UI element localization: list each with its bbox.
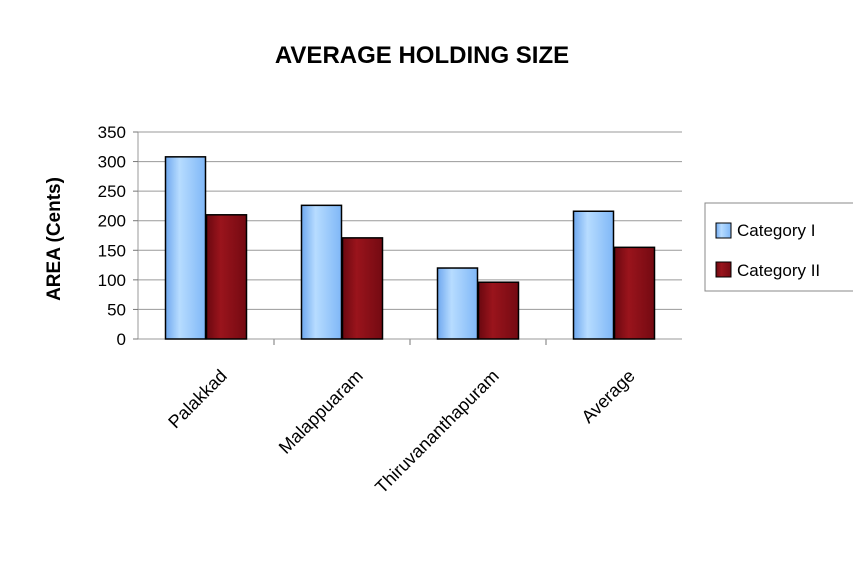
y-tick-label: 300: [98, 153, 126, 172]
legend-swatch-category-1: [715, 222, 732, 239]
bar-category-2: [341, 237, 384, 340]
x-axis-labels: Palakkad Malappuaram Thiruvananthapuram Ave…: [164, 366, 639, 498]
bar-category-2: [477, 281, 520, 340]
legend-label-category-1: Category I: [737, 221, 815, 240]
y-tick-label: 150: [98, 241, 126, 260]
y-axis-ticks: 0 50 100 150 200 250 300 350: [98, 123, 138, 349]
y-tick-label: 100: [98, 271, 126, 290]
bar-category-2: [613, 246, 656, 340]
bars: [164, 156, 656, 340]
x-tick-label: Malappuaram: [275, 366, 367, 458]
legend-label-category-2: Category II: [737, 261, 820, 280]
bar-category-1: [300, 204, 343, 340]
x-tick-label: Palakkad: [164, 366, 231, 433]
bar-category-1: [572, 210, 615, 340]
legend-swatch-category-2: [715, 261, 732, 278]
y-tick-label: 50: [107, 300, 126, 319]
bar-category-1: [436, 267, 479, 340]
bar-category-2: [205, 214, 248, 340]
chart-title: AVERAGE HOLDING SIZE: [275, 42, 569, 69]
y-tick-label: 250: [98, 182, 126, 201]
y-tick-label: 200: [98, 212, 126, 231]
y-axis-label: AREA (Cents): [44, 177, 65, 301]
y-tick-label: 350: [98, 123, 126, 142]
legend: Category I Category II: [704, 202, 853, 292]
bar-category-1: [164, 156, 207, 340]
y-tick-label: 0: [117, 330, 126, 349]
x-tick-label: Thiruvananthapuram: [371, 366, 503, 498]
x-tick-label: Average: [578, 366, 639, 427]
